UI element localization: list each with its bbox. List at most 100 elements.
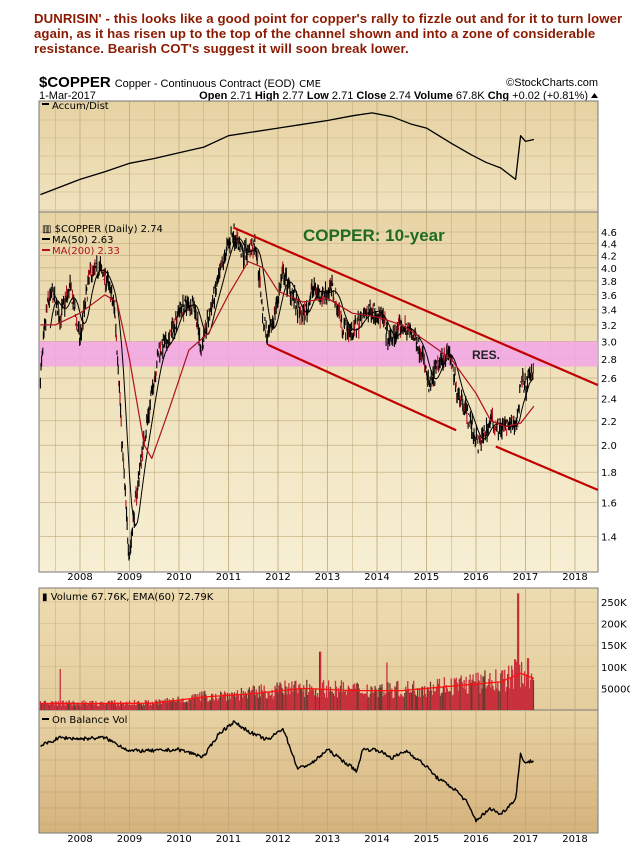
volume-bar <box>284 680 286 710</box>
volume-bar <box>351 688 353 710</box>
volume-bar <box>90 703 92 710</box>
volume-bar <box>311 686 313 710</box>
volume-bar <box>349 689 351 710</box>
volume-bar <box>330 691 333 710</box>
price-tick-label: 2.8 <box>601 355 617 366</box>
volume-bar <box>93 704 95 710</box>
year-tick-label: 2011 <box>216 572 241 583</box>
volume-bar <box>516 593 519 710</box>
accum-dist-label: Accum/Dist <box>52 101 109 112</box>
volume-bar <box>264 690 266 710</box>
volume-bar <box>505 691 507 710</box>
volume-ema-line <box>40 672 535 705</box>
volume-bar <box>68 700 70 710</box>
obv-label: On Balance Vol <box>52 715 127 726</box>
volume-bar <box>435 686 438 710</box>
volume-bar <box>45 703 48 710</box>
volume-bar <box>318 651 321 710</box>
year-tick-label: 2009 <box>117 572 142 583</box>
volume-bar <box>512 669 514 710</box>
volume-bar <box>241 697 244 710</box>
volume-bar <box>440 693 443 710</box>
volume-bar <box>198 698 200 710</box>
legend-swatch-ma200 <box>42 249 50 251</box>
volume-bar <box>183 702 185 710</box>
volume-bar <box>509 688 511 710</box>
volume-bar <box>159 700 161 710</box>
volume-bar <box>86 704 88 710</box>
volume-bar <box>366 684 368 710</box>
volume-bar <box>378 688 380 710</box>
channel-line <box>267 343 457 432</box>
volume-bar <box>361 692 363 710</box>
volume-bar <box>502 670 504 710</box>
bars-icon: ▥ <box>42 224 51 235</box>
volume-label: ▮ Volume 67.76K, EMA(60) 72.79K <box>42 592 214 603</box>
volume-bar <box>206 696 208 710</box>
volume-bar <box>294 681 296 710</box>
volume-tick-label: 200K <box>601 620 627 631</box>
volume-bar <box>370 686 372 710</box>
volume-bar <box>228 693 231 710</box>
volume-bar <box>496 688 498 710</box>
volume-bar <box>303 685 305 710</box>
volume-bar <box>342 681 345 710</box>
resistance-band <box>40 341 598 367</box>
ma200-line <box>40 260 535 459</box>
volume-bar <box>382 696 384 710</box>
volume-bar <box>529 679 532 710</box>
volume-bar <box>107 701 109 710</box>
volume-bar <box>50 701 52 710</box>
volume-bar <box>412 684 414 710</box>
year-tick-label: 2012 <box>265 834 290 845</box>
volume-bar <box>218 696 221 710</box>
volume-bar <box>167 702 169 710</box>
volume-bar <box>67 702 69 710</box>
volume-bar <box>143 705 146 710</box>
volume-bar <box>380 687 382 710</box>
volume-bar <box>465 676 467 710</box>
price-tick-label: 2.6 <box>601 374 617 385</box>
volume-bar <box>338 691 341 710</box>
price-tick-label: 2.0 <box>601 441 617 452</box>
volume-bar <box>446 688 448 710</box>
volume-bar <box>484 670 486 710</box>
volume-bar <box>254 695 256 710</box>
volume-bar <box>232 694 235 710</box>
volume-bar <box>227 699 230 710</box>
volume-bar <box>64 705 66 710</box>
volume-bar <box>42 702 45 710</box>
volume-bar <box>213 699 215 710</box>
volume-bar <box>60 705 62 710</box>
volume-bar <box>430 690 433 710</box>
volume-bar <box>136 701 139 710</box>
volume-bar <box>186 701 188 710</box>
volume-bar <box>125 701 128 710</box>
volume-bar <box>521 683 524 710</box>
volume-bar <box>326 697 329 710</box>
year-tick-label: 2013 <box>315 834 340 845</box>
volume-bar <box>432 684 435 710</box>
volume-bar <box>195 694 197 710</box>
volume-bar <box>119 705 121 710</box>
volume-bar <box>46 702 49 710</box>
volume-bar <box>109 700 111 710</box>
volume-bar <box>525 674 528 710</box>
volume-bar <box>51 701 53 710</box>
volume-bar <box>231 692 234 710</box>
volume-bar <box>238 700 241 710</box>
volume-bar <box>180 702 182 710</box>
volume-bar <box>381 684 383 710</box>
volume-bar <box>288 683 290 710</box>
volume-bar <box>301 689 303 710</box>
volume-bar <box>239 694 242 710</box>
volume-bar <box>423 686 426 710</box>
volume-bar <box>421 686 424 710</box>
volume-bar <box>492 685 494 710</box>
volume-bar <box>514 659 516 710</box>
volume-bar <box>157 704 159 710</box>
volume-bar <box>448 690 450 710</box>
volume-bar <box>194 694 196 710</box>
volume-bar <box>193 698 195 710</box>
